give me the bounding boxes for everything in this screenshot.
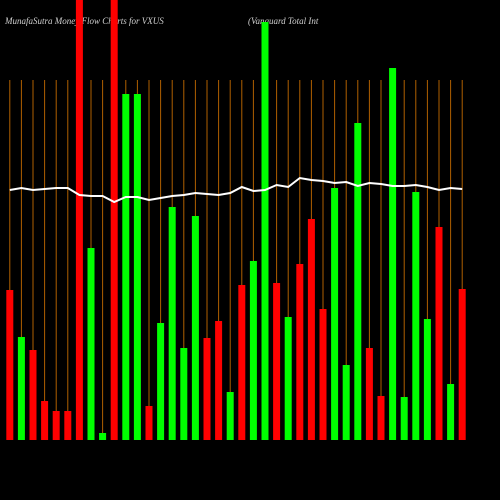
bar: [342, 365, 350, 440]
bar: [249, 261, 257, 440]
bar: [423, 319, 431, 440]
bar: [145, 406, 153, 440]
bar: [412, 192, 420, 440]
bar: [354, 123, 362, 440]
bar: [41, 401, 49, 440]
bar: [52, 411, 60, 440]
bar: [87, 248, 95, 440]
bar: [203, 338, 211, 440]
bar: [6, 290, 14, 440]
bar: [226, 392, 234, 440]
bar: [307, 219, 315, 440]
bar: [75, 0, 83, 440]
bar: [180, 348, 188, 440]
bar: [17, 337, 25, 440]
bar: [400, 397, 408, 440]
bar: [133, 94, 141, 440]
bar: [458, 289, 466, 440]
bar: [238, 285, 246, 440]
bar: [168, 207, 176, 440]
bar: [389, 68, 397, 440]
bar: [273, 283, 281, 440]
bar: [157, 323, 165, 440]
bar: [110, 0, 118, 440]
bar: [365, 348, 373, 440]
chart-subtitle: (Vanguard Total Int: [248, 16, 319, 26]
bar: [296, 264, 304, 440]
bar: [284, 317, 292, 440]
bar: [122, 94, 130, 440]
bar: [261, 22, 269, 440]
bar: [377, 396, 385, 440]
bar: [29, 350, 37, 440]
bar: [331, 188, 339, 440]
bar: [447, 384, 455, 440]
bar: [319, 309, 327, 440]
money-flow-line: [9, 176, 463, 204]
bar: [191, 216, 199, 440]
bar: [99, 433, 107, 440]
bar: [435, 227, 443, 440]
chart-title: MunafaSutra Money Flow Charts for VXUS: [4, 16, 164, 26]
bar: [64, 411, 72, 440]
bar: [215, 321, 223, 440]
